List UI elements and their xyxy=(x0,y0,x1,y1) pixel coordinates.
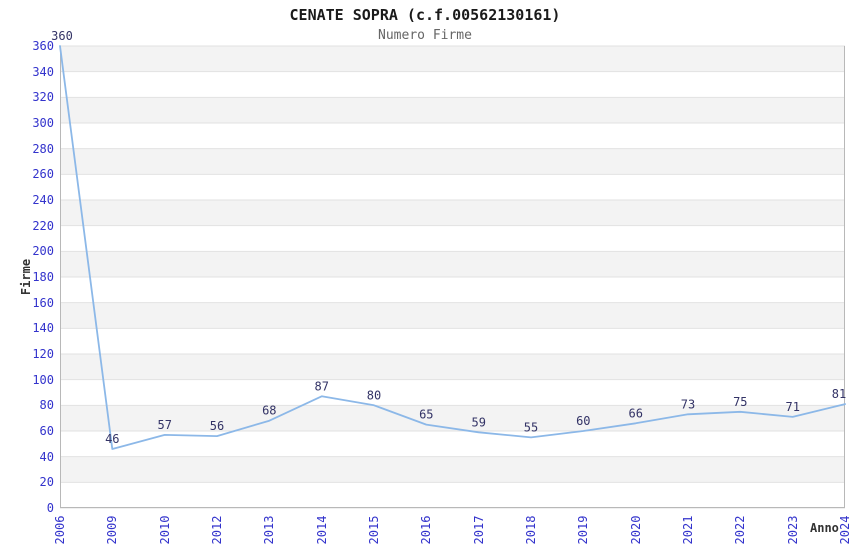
y-tick-label: 360 xyxy=(32,39,54,53)
grid-band xyxy=(60,456,845,483)
data-label: 46 xyxy=(105,432,119,446)
data-label: 56 xyxy=(210,419,224,433)
y-tick-label: 320 xyxy=(32,90,54,105)
x-tick-label: 2017 xyxy=(471,515,486,545)
y-tick-label: 100 xyxy=(32,372,54,387)
line-chart-plot-area: 360 46 57 56 68 87 80 65 59 55 60 66 73 75 71 81 xyxy=(51,29,846,509)
x-tick-label: 2019 xyxy=(576,515,591,545)
y-tick-label: 260 xyxy=(32,167,54,182)
grid-band xyxy=(60,46,845,72)
grid-band xyxy=(60,405,845,431)
x-tick-label: 2009 xyxy=(105,515,120,545)
chart-title: CENATE SOPRA (c.f.00562130161) xyxy=(289,6,561,24)
x-axis-title: Anno xyxy=(810,521,839,535)
grid-band xyxy=(60,97,845,123)
data-label: 60 xyxy=(576,414,590,428)
x-tick-label: 2020 xyxy=(628,515,643,545)
x-tick-label: 2021 xyxy=(681,515,695,545)
data-label: 68 xyxy=(262,404,276,418)
y-tick-label: 0 xyxy=(46,501,54,515)
chart-subtitle: Numero Firme xyxy=(378,28,472,43)
data-label: 57 xyxy=(157,418,171,432)
x-tick-label: 2023 xyxy=(785,515,800,545)
data-label: 65 xyxy=(419,408,433,422)
y-tick-label: 180 xyxy=(32,270,54,284)
y-tick-label: 140 xyxy=(32,321,54,336)
y-tick-label: 80 xyxy=(39,398,54,413)
grid-band xyxy=(60,354,845,380)
x-tick-label: 2018 xyxy=(524,515,538,545)
x-tick-label: 2012 xyxy=(210,515,224,545)
data-label: 81 xyxy=(832,387,846,401)
grid-band xyxy=(60,148,845,175)
grid-band xyxy=(60,302,845,329)
data-label: 360 xyxy=(51,29,73,43)
y-tick-label: 120 xyxy=(32,347,54,361)
y-axis-title: Firme xyxy=(19,258,33,296)
y-tick-label: 200 xyxy=(32,244,54,259)
data-label: 55 xyxy=(524,420,538,434)
x-tick-label: 2013 xyxy=(262,515,277,545)
y-tick-label: 280 xyxy=(32,141,54,156)
x-tick-label: 2015 xyxy=(367,515,381,545)
y-tick-label: 340 xyxy=(32,64,54,79)
data-label: 66 xyxy=(628,406,642,420)
data-label: 73 xyxy=(681,397,695,411)
x-tick-label: 2010 xyxy=(157,515,172,545)
x-tick-label: 2016 xyxy=(419,515,434,545)
data-label: 75 xyxy=(733,395,747,409)
y-tick-label: 300 xyxy=(32,116,54,130)
series-line-numero-firme xyxy=(59,45,846,450)
x-tick-label: 2024 xyxy=(838,515,850,545)
data-label: 71 xyxy=(785,400,799,414)
data-label: 59 xyxy=(471,415,485,429)
grid-band xyxy=(60,251,845,277)
y-tick-label: 40 xyxy=(39,449,54,464)
x-tick-label: 2006 xyxy=(53,515,67,545)
y-tick-label: 20 xyxy=(39,475,54,490)
data-label: 87 xyxy=(314,379,328,393)
y-tick-label: 240 xyxy=(32,193,54,207)
data-label: 80 xyxy=(367,388,381,402)
x-tick-label: 2014 xyxy=(314,515,329,545)
y-tick-label: 220 xyxy=(32,218,54,233)
x-tick-label: 2022 xyxy=(733,515,748,545)
y-tick-label: 160 xyxy=(32,295,54,310)
grid-band xyxy=(60,200,845,226)
y-tick-label: 60 xyxy=(39,424,54,438)
